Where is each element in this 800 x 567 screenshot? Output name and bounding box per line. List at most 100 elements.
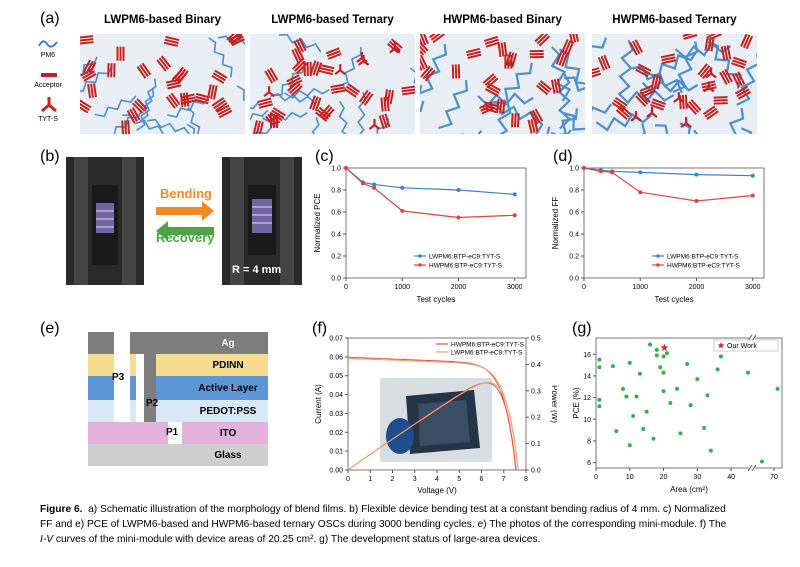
tyts-molecule xyxy=(356,52,368,63)
y-tick-label: 6 xyxy=(587,460,591,467)
pm6-chain xyxy=(645,50,698,79)
pm6-chain xyxy=(546,126,551,134)
acceptor-stack xyxy=(226,34,243,46)
x-tick-label: 5 xyxy=(457,476,461,483)
data-point xyxy=(702,425,707,430)
break-mark xyxy=(751,464,757,472)
pm6-chain xyxy=(147,118,190,134)
acceptor-stack xyxy=(639,84,656,98)
data-point xyxy=(621,386,626,391)
acceptor-stack xyxy=(358,89,374,106)
acceptor-stack xyxy=(315,106,331,122)
data-point xyxy=(597,365,602,370)
legend-tyts: TYT-S xyxy=(38,116,58,123)
pm6-chain xyxy=(485,100,539,125)
pm6-chain xyxy=(279,34,322,53)
acceptor-stack xyxy=(568,34,580,44)
acceptor-stack xyxy=(257,97,273,109)
data-point xyxy=(598,169,603,174)
y2-tick-label: 0.3 xyxy=(531,388,541,395)
y-tick-label: 0.8 xyxy=(569,188,579,195)
acceptor-stack xyxy=(720,45,732,61)
y-tick-label: 0.00 xyxy=(329,468,343,475)
layer-glass: Glass xyxy=(88,444,268,466)
series-line xyxy=(583,167,753,202)
acceptor-stack xyxy=(344,83,361,98)
legend-entry: HWPM6:BTP-eC9:TYT-S xyxy=(429,263,503,270)
pm6-chain xyxy=(672,41,699,94)
x-tick-label: 2000 xyxy=(689,284,705,291)
acceptor-stack xyxy=(318,64,335,76)
pm6-chain xyxy=(250,101,259,110)
acceptor-stack xyxy=(207,84,218,100)
pm6-chain xyxy=(550,46,572,102)
acceptor-stack xyxy=(629,39,643,56)
acceptor-stack xyxy=(80,99,92,114)
data-point xyxy=(668,401,673,405)
acceptor-stack xyxy=(681,34,698,40)
pm6-chain xyxy=(139,78,157,122)
acceptor-stack xyxy=(136,62,152,79)
acceptor-stack xyxy=(173,66,189,83)
panel-label-d: (d) xyxy=(553,148,573,165)
acceptor-stack xyxy=(527,118,539,134)
acceptor-stack xyxy=(704,36,715,52)
y-tick-label: 0.04 xyxy=(329,392,343,399)
acceptor-stack xyxy=(116,46,125,61)
pm6-chain xyxy=(617,39,635,96)
acceptor-stack xyxy=(635,91,651,107)
acceptor-stack xyxy=(705,34,722,41)
acceptor-stack xyxy=(497,42,508,58)
x-axis-label: Voltage (V) xyxy=(417,486,457,495)
acceptor-stack xyxy=(510,113,520,128)
acceptor-stack xyxy=(420,54,428,71)
pm6-chain xyxy=(740,127,753,134)
acceptor-stack xyxy=(165,92,181,109)
pm6-chain xyxy=(595,112,652,132)
morph-title-4: HWPM6-based Ternary xyxy=(612,14,737,26)
data-point xyxy=(654,347,659,352)
acceptor-stack xyxy=(650,73,662,90)
x-axis-label: Test cycles xyxy=(654,295,693,304)
tyts-molecule xyxy=(263,86,275,98)
data-point xyxy=(610,364,615,369)
acceptor-stack xyxy=(156,55,172,72)
legend-marker xyxy=(418,263,422,267)
legend-marker xyxy=(656,263,660,267)
x-tick-label: 4 xyxy=(435,476,439,483)
acceptor-stack xyxy=(80,35,94,45)
x-axis-label: Test cycles xyxy=(416,295,455,304)
data-point xyxy=(715,367,720,372)
y-axis-label: Current (A) xyxy=(314,384,323,424)
y-tick-label: 10 xyxy=(583,417,591,424)
y-tick-label: 1.0 xyxy=(331,166,341,173)
y2-axis-label: Power (W) xyxy=(550,385,557,423)
y2-tick-label: 0.1 xyxy=(531,441,541,448)
x-tick-label: 6 xyxy=(480,476,484,483)
series-line xyxy=(583,167,753,177)
axis-break xyxy=(749,336,755,341)
acceptor-stack xyxy=(713,96,728,105)
acceptor-stack xyxy=(325,47,342,60)
x-tick-label: 0 xyxy=(582,284,586,291)
x-tick-label: 7 xyxy=(502,476,506,483)
pm6-chain xyxy=(338,46,362,88)
data-point xyxy=(661,354,666,359)
data-point xyxy=(664,351,669,356)
bending-label: Bending xyxy=(160,186,212,201)
data-point xyxy=(760,459,764,464)
pm6-chain xyxy=(420,85,423,97)
y-tick-label: 0.8 xyxy=(331,188,341,195)
data-point xyxy=(644,409,649,414)
pm6-chain xyxy=(494,62,533,105)
data-point xyxy=(718,354,723,359)
x-tick-label: 1000 xyxy=(394,284,410,291)
acceptor-stack xyxy=(719,68,733,86)
acceptor-icon xyxy=(41,73,57,77)
x-tick-label: 40 xyxy=(727,474,735,481)
acceptor-stack xyxy=(611,96,628,112)
morph-title-2: LWPM6-based Ternary xyxy=(271,14,394,26)
y-tick-label: 0.03 xyxy=(329,411,343,418)
pm6-chain xyxy=(208,37,233,78)
acceptor-stack xyxy=(451,64,461,79)
